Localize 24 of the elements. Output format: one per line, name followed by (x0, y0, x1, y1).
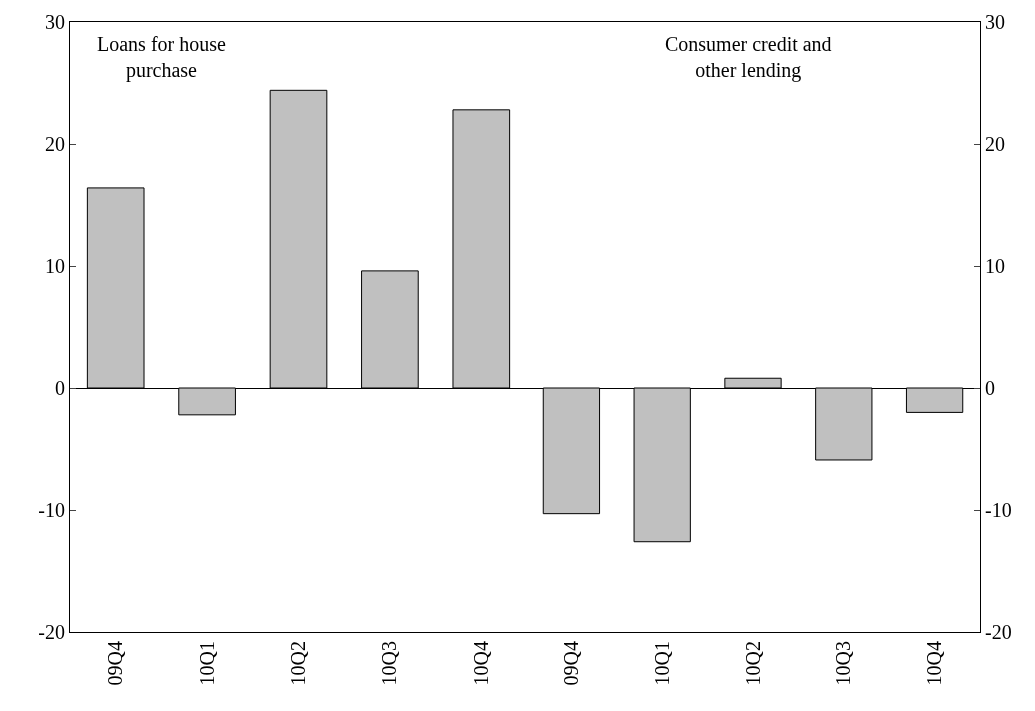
x-tick-label: 10Q2 (287, 641, 309, 686)
y-tick-label: 30 (985, 11, 1005, 33)
y-tick-label: -10 (38, 499, 65, 521)
y-tick-label: -20 (38, 621, 65, 643)
x-tick-label: 10Q1 (195, 641, 218, 686)
y-tick-label: 0 (55, 377, 65, 399)
text: Consumer credit and other lending (665, 33, 832, 82)
y-tick-label: 10 (45, 255, 65, 277)
x-tick-label: 10Q3 (378, 641, 401, 686)
text: Loans for house purchase (97, 33, 226, 82)
x-tick-label: 09Q4 (104, 641, 127, 686)
x-tick-label: 10Q2 (741, 641, 764, 686)
x-tick-label: 10Q4 (469, 641, 492, 686)
y-tick-label: 0 (985, 377, 995, 399)
x-tick-label: 10Q1 (650, 641, 673, 686)
y-tick-label: -10 (985, 499, 1012, 521)
y-tick-label: 20 (45, 133, 65, 155)
x-tick-label: 10Q3 (832, 641, 855, 686)
y-tick-label: 20 (985, 133, 1005, 155)
y-tick-label: 10 (985, 255, 1005, 277)
x-tick-label: 10Q4 (923, 641, 946, 686)
y-tick-label: -20 (985, 621, 1012, 643)
y-tick-label: 30 (45, 11, 65, 33)
x-tick-label: 09Q4 (559, 641, 582, 686)
